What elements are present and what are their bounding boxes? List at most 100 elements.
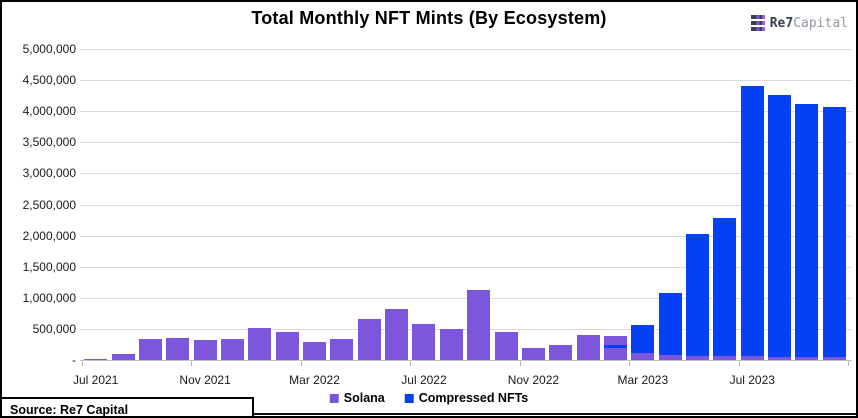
gridline [80,204,852,206]
bar-oct-2023 [822,106,846,360]
bar-segment-compressed [603,345,627,348]
gridline [80,173,852,175]
x-axis-tick [300,361,302,366]
bar-jun-2022 [385,309,409,360]
x-axis-label: Jul 2022 [401,373,447,387]
bar-jul-2021 [84,359,108,360]
bar-aug-2022 [439,328,463,360]
bar-segment-solana [576,334,600,360]
bar-sep-2021 [138,339,162,360]
bar-apr-2022 [330,338,354,360]
bar-segment-solana [220,338,244,360]
legend-swatch-compressed [404,393,414,403]
y-axis-label: 4,000,000 [22,104,76,119]
y-axis-label: - [72,353,76,367]
bar-segment-solana [357,318,381,360]
plot-area [82,49,848,360]
x-axis-label: Mar 2022 [289,373,340,387]
legend: Solana Compressed NFTs [329,391,529,405]
bar-segment-compressed [822,106,846,358]
source-box: Source: Re7 Capital [2,397,254,417]
bar-segment-compressed [713,218,737,356]
x-axis-tick [82,361,83,366]
bar-segment-solana [740,355,764,360]
bar-jan-2023 [576,334,600,360]
x-axis-tick [191,361,193,366]
bar-segment-solana [303,341,326,360]
y-axis-label: 2,000,000 [22,228,76,243]
bar-apr-2023 [658,292,682,360]
bar-feb-2023 [603,336,627,360]
x-axis-tick [848,361,849,366]
y-axis-label: 3,000,000 [22,166,76,181]
x-axis-tick [519,361,521,366]
legend-swatch-solana [329,393,339,403]
gridline [80,49,852,50]
y-axis-label: 3,500,000 [22,135,76,150]
bar-sep-2022 [467,289,491,360]
y-axis-label: 5,000,000 [22,42,76,56]
bar-segment-solana [768,356,792,360]
bar-segment-solana [166,337,190,360]
bar-may-2023 [686,233,709,360]
logo-brand-bold: Re7 [769,15,794,31]
bar-segment-solana [795,356,819,360]
x-axis-tick [738,361,740,366]
chart-title: Total Monthly NFT Mints (By Ecosystem) [251,8,607,28]
chart-bottom-border [2,413,856,415]
bar-jul-2023 [740,86,764,360]
bar-segment-solana [686,355,709,360]
bar-segment-compressed [631,324,655,353]
bar-segment-solana [822,357,846,360]
bar-segment-compressed [686,233,709,356]
logo-brand-light: Capital [793,15,848,31]
bar-segment-solana [631,352,655,360]
legend-item-compressed: Compressed NFTs [404,391,529,405]
bar-segment-solana [603,347,627,360]
bar-jan-2022 [248,327,272,360]
gridline [80,297,852,299]
x-axis-line [80,360,852,361]
bar-segment-solana [713,355,737,360]
x-axis-tick [629,361,631,366]
bar-segment-solana [248,327,272,360]
gridline [80,142,852,144]
gridline [80,235,852,237]
bar-segment-solana [603,336,627,346]
bar-dec-2022 [549,344,573,360]
bar-segment-solana [275,332,299,360]
legend-item-solana: Solana [329,391,385,405]
bar-dec-2021 [220,338,244,360]
source-text: Source: Re7 Capital [10,402,129,417]
bar-oct-2021 [166,337,190,360]
x-axis-tick [410,361,412,366]
bar-segment-solana [330,338,354,360]
bar-segment-solana [467,289,491,360]
bar-segment-solana [84,359,108,360]
bar-feb-2022 [275,332,299,360]
x-axis-label: Jul 2023 [729,373,775,387]
x-axis-label: Nov 2022 [507,373,560,387]
bar-segment-solana [494,332,518,360]
re7-logo-text: Re7Capital [770,16,848,31]
gridline [80,328,852,330]
bar-segment-solana [385,309,409,360]
gridline [80,266,852,268]
bar-jul-2022 [412,323,436,360]
re7-logo-bars-icon [750,15,765,31]
bar-sep-2023 [795,103,819,360]
bar-segment-solana [439,328,463,360]
bar-segment-compressed [740,86,764,356]
gridline [80,111,852,113]
y-axis-label: 1,000,000 [22,290,76,305]
bar-segment-compressed [658,292,682,356]
bar-segment-compressed [768,94,792,357]
y-axis-label: 4,500,000 [22,73,76,88]
bar-segment-compressed [795,103,819,357]
legend-label: Compressed NFTs [418,391,529,405]
x-axis-label: Jul 2021 [72,373,119,387]
re7-capital-logo: Re7Capital [750,15,848,31]
bar-may-2022 [357,318,381,360]
y-axis-label: 500,000 [32,321,76,336]
bar-mar-2023 [631,324,655,360]
